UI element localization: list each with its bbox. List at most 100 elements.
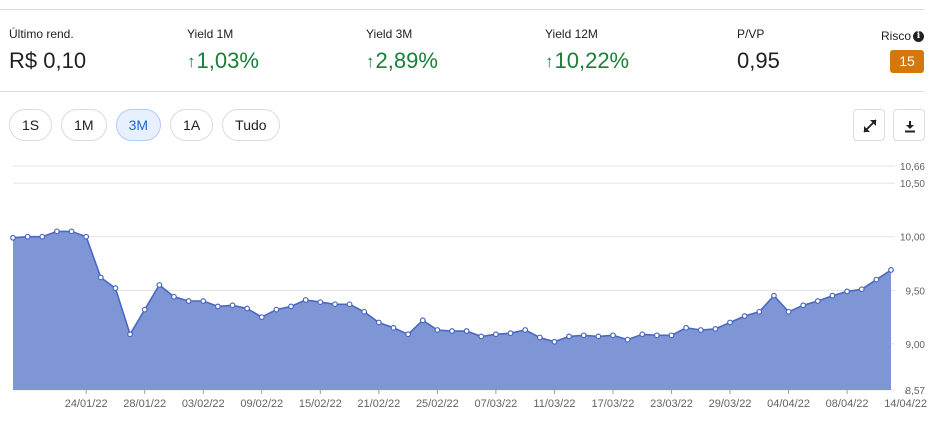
data-point[interactable] (580, 332, 587, 339)
data-point[interactable] (741, 313, 748, 319)
data-point[interactable] (434, 327, 441, 333)
area-fill (13, 231, 891, 390)
data-point[interactable] (844, 288, 850, 295)
data-point[interactable] (727, 319, 733, 326)
data-point[interactable] (112, 285, 119, 292)
x-tick-label: 11/03/22 (533, 398, 575, 410)
range-3m-button[interactable]: 3M (115, 109, 162, 141)
data-point[interactable] (639, 331, 646, 338)
data-point[interactable] (97, 274, 104, 281)
data-point[interactable] (478, 333, 485, 340)
data-point[interactable] (551, 338, 558, 345)
stat-value-text: 1,03% (196, 48, 259, 73)
data-point[interactable] (171, 293, 177, 300)
x-tick-labels: 24/01/22 28/01/22 03/02/22 09/02/22 15/02/22… (65, 390, 927, 410)
stat-label: Último rend. (9, 27, 74, 41)
download-button[interactable] (893, 109, 925, 141)
x-tick-label: 08/04/22 (826, 398, 869, 410)
x-tick-label: 23/03/22 (650, 398, 693, 410)
data-point[interactable] (200, 298, 207, 304)
data-point[interactable] (39, 233, 46, 240)
data-point[interactable] (858, 286, 865, 293)
x-tick-label: 09/02/22 (240, 398, 283, 410)
info-icon[interactable]: i (913, 30, 924, 42)
data-point[interactable] (302, 297, 309, 303)
data-point[interactable] (346, 301, 353, 308)
section-divider (0, 91, 924, 92)
x-tick-label: 04/04/22 (767, 398, 810, 410)
data-point[interactable] (785, 308, 792, 315)
data-point[interactable] (10, 234, 16, 241)
stat-yield-1m: Yield 1M ↑1,03% (187, 27, 259, 76)
x-tick-label: 24/01/22 (65, 398, 108, 410)
data-point[interactable] (390, 324, 397, 331)
stat-pvp: P/VP 0,95 (737, 27, 780, 74)
data-point[interactable] (24, 233, 31, 240)
data-point[interactable] (273, 306, 280, 313)
data-point[interactable] (683, 324, 690, 331)
data-points (10, 228, 894, 345)
data-point[interactable] (522, 327, 529, 333)
risk-label-row: Risco i (881, 29, 924, 43)
data-point[interactable] (888, 267, 894, 273)
data-point[interactable] (610, 332, 616, 339)
arrow-up-icon: ↑ (366, 52, 375, 71)
data-point[interactable] (712, 326, 719, 332)
data-point[interactable] (653, 332, 660, 339)
data-point[interactable] (185, 298, 192, 304)
data-point[interactable] (156, 282, 163, 288)
stat-label: Yield 12M (545, 27, 598, 41)
data-point[interactable] (214, 303, 221, 310)
stat-value: R$ 0,10 (9, 48, 87, 73)
data-point[interactable] (244, 305, 251, 312)
data-point[interactable] (288, 303, 294, 310)
data-point[interactable] (668, 332, 675, 339)
data-point[interactable] (141, 306, 148, 313)
data-point[interactable] (405, 331, 412, 338)
data-point[interactable] (814, 298, 821, 304)
expand-button[interactable] (853, 109, 885, 141)
range-1s-button[interactable]: 1S (9, 109, 53, 141)
stat-yield-3m: Yield 3M ↑2,89% (366, 27, 438, 76)
data-point[interactable] (829, 292, 836, 299)
x-tick-label: 15/02/22 (299, 398, 342, 410)
data-point[interactable] (375, 319, 382, 326)
range-tudo-button[interactable]: Tudo (222, 109, 280, 141)
stat-last-dividend: Último rend. R$ 0,10 (9, 27, 86, 74)
data-point[interactable] (54, 228, 60, 235)
data-point[interactable] (463, 328, 470, 334)
x-tick-label: 14/04/22 (884, 398, 927, 410)
data-point[interactable] (873, 276, 880, 283)
data-point[interactable] (595, 333, 602, 340)
stat-label: Yield 1M (187, 27, 234, 41)
data-point[interactable] (127, 331, 133, 338)
data-point[interactable] (697, 327, 704, 333)
data-point[interactable] (229, 302, 236, 309)
y-tick-label: 8,57 (906, 386, 926, 397)
data-point[interactable] (83, 233, 90, 240)
data-point[interactable] (771, 292, 777, 299)
arrow-up-icon: ↑ (545, 52, 554, 71)
data-point[interactable] (566, 333, 572, 340)
data-point[interactable] (419, 317, 426, 324)
stat-value: 0,95 (737, 48, 780, 73)
data-point[interactable] (258, 314, 265, 321)
stat-value-text: 10,22% (554, 48, 630, 73)
range-1a-button[interactable]: 1A (170, 109, 214, 141)
data-point[interactable] (493, 331, 499, 338)
data-point[interactable] (756, 308, 763, 315)
x-tick-label: 25/02/22 (416, 398, 459, 410)
data-point[interactable] (68, 228, 75, 235)
data-point[interactable] (507, 330, 514, 337)
x-tick-label: 28/01/22 (123, 398, 166, 410)
x-tick-label: 03/02/22 (182, 398, 225, 410)
data-point[interactable] (317, 299, 324, 306)
data-point[interactable] (624, 336, 631, 343)
stat-risk: Risco i 15 (881, 27, 924, 73)
range-1m-button[interactable]: 1M (61, 109, 107, 141)
data-point[interactable] (800, 302, 807, 309)
data-point[interactable] (361, 308, 368, 315)
data-point[interactable] (536, 334, 543, 341)
data-point[interactable] (332, 301, 338, 308)
data-point[interactable] (449, 328, 455, 334)
